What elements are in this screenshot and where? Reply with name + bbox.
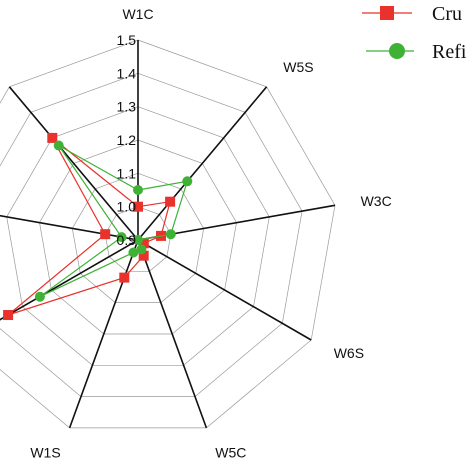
legend: Cru Refi <box>362 3 467 63</box>
point-cru-w2s <box>47 132 58 143</box>
point-refi-w6s <box>133 235 143 245</box>
legend-marker-refi <box>389 43 405 59</box>
axis-labels: W1CW5SW3CW6SW5CW1SWS <box>30 6 392 460</box>
axis-label-w6s: W6S <box>334 345 364 361</box>
radar-series <box>3 132 193 320</box>
point-refi-w5c <box>136 244 147 255</box>
grid-ring <box>39 139 237 335</box>
radar-grid <box>0 39 336 429</box>
tick-label: 1.3 <box>117 99 137 115</box>
radial-tick-labels: 0.9 1.0 1.1 1.2 1.3 1.4 1.5 <box>117 32 137 248</box>
tick-label: 0.9 <box>117 232 137 248</box>
point-refi-w3c <box>165 229 176 240</box>
axis-label-w5s: W5S <box>283 59 313 75</box>
point-refi-w1w <box>34 291 45 302</box>
grid-ring <box>0 72 303 397</box>
point-cru-w2w <box>100 229 111 240</box>
grid-ring <box>71 172 205 303</box>
series-cru <box>3 132 176 320</box>
point-cru-w6s <box>138 238 149 249</box>
point-refi-w2w <box>116 232 127 243</box>
grid-ring <box>6 106 270 366</box>
tick-label: 1.4 <box>117 65 137 81</box>
legend-marker-cru <box>380 6 394 20</box>
tick-label: 1.2 <box>117 132 137 148</box>
spoke-w1w <box>0 239 139 321</box>
point-refi-w5s <box>182 176 193 187</box>
legend-label-cru: Cru <box>432 3 462 25</box>
axis-label-w3c: W3C <box>361 193 392 209</box>
point-cru-w1c <box>133 201 143 212</box>
point-refi-w1s <box>128 247 139 258</box>
grid-ring <box>104 206 172 272</box>
spoke-w5c <box>137 239 208 429</box>
axis-label-w1c: W1C <box>122 6 153 22</box>
point-refi-w1c <box>133 185 143 195</box>
tick-label: 1.5 <box>117 32 137 48</box>
spoke-w1s <box>68 239 139 429</box>
point-refi-w2s <box>53 140 64 151</box>
spoke-w5s <box>137 86 268 241</box>
point-cru-w1s <box>119 272 130 283</box>
axis-label-w5c: W5C <box>215 444 246 460</box>
tick-label: 1.0 <box>117 199 137 215</box>
spoke-w2s <box>8 86 139 241</box>
point-cru-w5s <box>165 196 176 207</box>
point-cru-w5c <box>138 250 149 261</box>
grid-ring <box>0 39 336 429</box>
series-line-cru <box>7 137 171 316</box>
series-refi <box>34 140 193 302</box>
point-cru-w1w <box>3 310 14 320</box>
legend-label-refi: Refi <box>432 41 467 63</box>
axis-label-w1s: W1S <box>30 444 60 460</box>
spoke-w6s <box>137 239 312 341</box>
tick-label: 1.1 <box>117 165 137 181</box>
